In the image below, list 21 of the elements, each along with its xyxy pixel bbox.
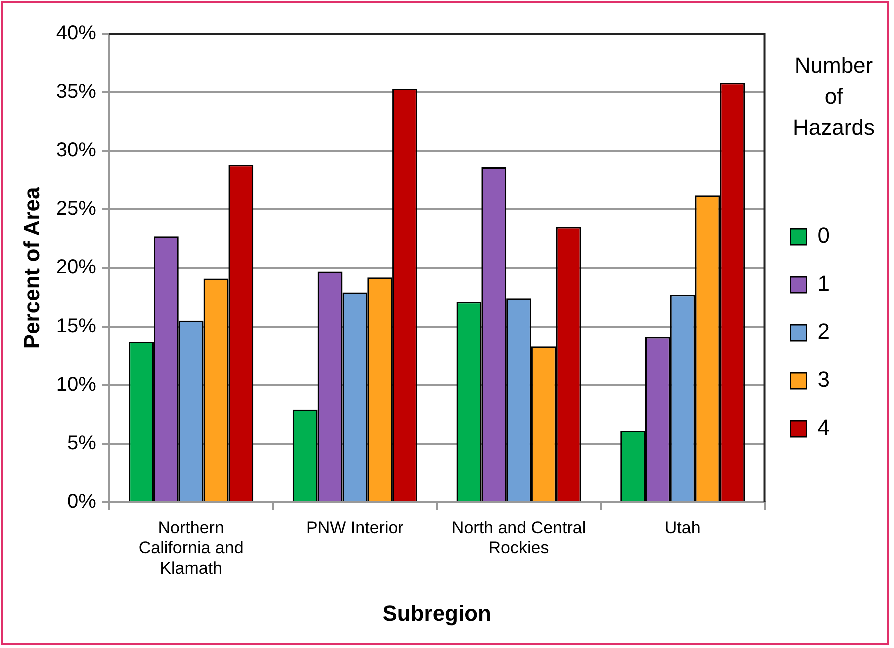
x-tick-label: North and Central Rockies	[452, 518, 586, 558]
y-tick-label: 10%	[56, 374, 97, 396]
y-tick-label: 25%	[56, 198, 97, 220]
legend-label: 3	[818, 367, 830, 392]
x-tick-label: Utah	[664, 518, 701, 538]
legend-label: 0	[818, 223, 830, 248]
legend-title: Number of Hazards	[792, 52, 876, 142]
legend-label: 2	[818, 319, 830, 344]
y-tick-label: 15%	[56, 315, 97, 338]
legend-label: 4	[818, 415, 830, 440]
y-tick-label: 5%	[68, 432, 97, 454]
legend-label: 1	[818, 271, 830, 296]
y-tick-label: 0%	[68, 490, 97, 513]
y-tick-label: 20%	[56, 256, 97, 279]
y-axis-title: Percent of Area	[19, 186, 44, 350]
x-tick-label: Northern California and Klamath	[138, 518, 244, 578]
y-tick-label: 35%	[56, 81, 97, 104]
x-tick-label: PNW Interior	[306, 518, 404, 538]
y-tick-label: 40%	[56, 22, 97, 45]
y-tick-label: 30%	[56, 140, 97, 162]
x-axis-title: Subregion	[382, 600, 492, 626]
